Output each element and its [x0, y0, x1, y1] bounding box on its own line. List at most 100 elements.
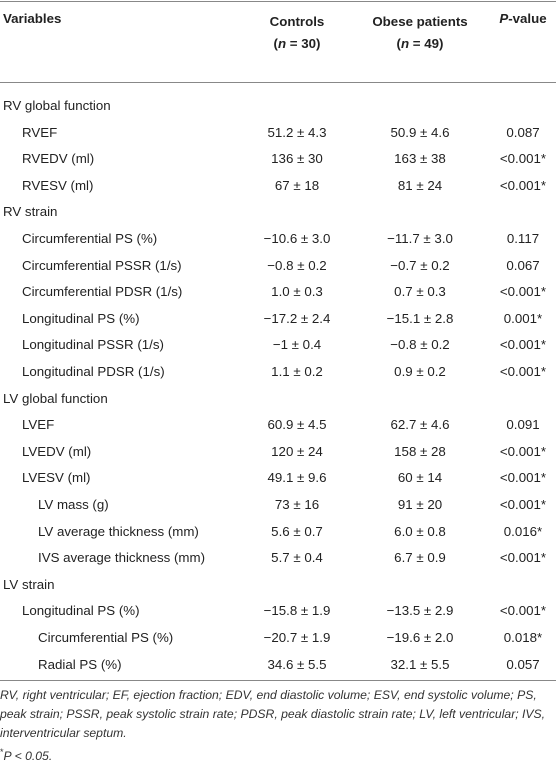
- p-value: 0.057: [506, 656, 540, 672]
- n-part: n: [400, 36, 410, 51]
- controls-value: −0.8 ± 0.2: [267, 257, 327, 273]
- n-part: = 30): [286, 36, 321, 51]
- row-label: LVEF: [22, 417, 55, 433]
- header-controls: Controls (n = 30): [242, 11, 352, 55]
- header-obese-n: (n = 49): [365, 33, 475, 55]
- controls-value: 5.6 ± 0.7: [271, 523, 323, 539]
- row-label: RVEF: [22, 124, 58, 140]
- obese-value: 32.1 ± 5.5: [390, 656, 450, 672]
- p-value-part: P: [499, 11, 509, 26]
- header-p-value: P-value: [483, 11, 556, 26]
- header-rule: [0, 82, 556, 83]
- row-label: Longitudinal PS (%): [22, 603, 140, 619]
- p-value: <0.001*: [499, 443, 547, 459]
- section-title: LV global function: [3, 390, 108, 406]
- p-value: 0.018*: [503, 630, 543, 645]
- controls-value: 73 ± 16: [274, 497, 320, 512]
- row-label: Circumferential PDSR (1/s): [22, 284, 183, 300]
- obese-value: 6.7 ± 0.9: [394, 550, 446, 566]
- row-label: Circumferential PS (%): [38, 630, 174, 645]
- header-controls-title: Controls: [269, 14, 325, 29]
- p-value: <0.001*: [499, 284, 547, 300]
- row-label: LVESV (ml): [22, 470, 91, 486]
- controls-value: 120 ± 24: [271, 443, 323, 459]
- controls-value: 1.0 ± 0.3: [271, 284, 323, 300]
- significance-part: *: [0, 747, 4, 757]
- controls-value: −1 ± 0.4: [272, 337, 322, 353]
- p-value: 0.091: [506, 417, 540, 433]
- obese-value: −13.5 ± 2.9: [386, 603, 454, 619]
- obese-value: 81 ± 24: [397, 177, 443, 193]
- row-label: Circumferential PSSR (1/s): [22, 257, 182, 273]
- p-value: <0.001*: [499, 603, 547, 619]
- significance-part: < 0.05.: [11, 749, 53, 764]
- p-value: 0.067: [506, 257, 540, 273]
- controls-value: 34.6 ± 5.5: [267, 656, 327, 672]
- section-title: RV global function: [3, 98, 111, 113]
- header-obese: Obese patients (n = 49): [365, 11, 475, 55]
- controls-value: 49.1 ± 9.6: [267, 470, 327, 486]
- controls-value: −15.8 ± 1.9: [263, 603, 331, 619]
- obese-value: 62.7 ± 4.6: [390, 417, 450, 433]
- row-label: IVS average thickness (mm): [38, 550, 206, 566]
- bottom-rule: [0, 680, 556, 681]
- n-part: n: [277, 36, 287, 51]
- controls-value: −20.7 ± 1.9: [263, 630, 331, 645]
- row-label: LV average thickness (mm): [38, 523, 199, 539]
- section-title: RV strain: [3, 204, 58, 220]
- p-value: 0.117: [506, 231, 540, 246]
- footnote-abbreviations: RV, right ventricular; EF, ejection frac…: [0, 688, 546, 740]
- footnote: RV, right ventricular; EF, ejection frac…: [0, 686, 552, 766]
- obese-value: 60 ± 14: [397, 470, 443, 486]
- controls-value: 5.7 ± 0.4: [271, 550, 323, 566]
- obese-value: 158 ± 28: [394, 443, 446, 459]
- row-label: RVESV (ml): [22, 177, 94, 193]
- row-label: Radial PS (%): [38, 656, 122, 672]
- p-value-part: -value: [508, 11, 547, 26]
- row-label: LVEDV (ml): [22, 443, 92, 459]
- p-value: <0.001*: [499, 497, 547, 512]
- n-part: (: [396, 36, 401, 51]
- row-label: RVEDV (ml): [22, 151, 95, 167]
- p-value: <0.001*: [499, 151, 547, 167]
- header-variables: Variables: [3, 11, 62, 26]
- obese-value: 0.7 ± 0.3: [394, 284, 446, 300]
- n-part: = 49): [409, 36, 444, 51]
- controls-value: 67 ± 18: [274, 177, 320, 193]
- p-value: <0.001*: [499, 177, 547, 193]
- controls-value: 136 ± 30: [271, 151, 323, 167]
- controls-value: −10.6 ± 3.0: [263, 231, 331, 246]
- p-value: <0.001*: [499, 337, 547, 353]
- row-label: Longitudinal PSSR (1/s): [22, 337, 164, 353]
- section-title: LV strain: [3, 576, 55, 592]
- significance-part: P: [3, 749, 12, 764]
- p-value: 0.001*: [503, 310, 543, 326]
- row-label: Longitudinal PDSR (1/s): [22, 364, 165, 379]
- n-part: (: [273, 36, 278, 51]
- header-obese-title: Obese patients: [372, 14, 468, 29]
- p-value: <0.001*: [499, 470, 547, 486]
- p-value: <0.001*: [499, 364, 547, 379]
- top-rule: [0, 1, 556, 2]
- row-label: LV mass (g): [38, 497, 109, 512]
- footnote-significance: *P < 0.05.: [0, 743, 552, 766]
- obese-value: −0.8 ± 0.2: [390, 337, 450, 353]
- obese-value: 6.0 ± 0.8: [394, 523, 446, 539]
- obese-value: −11.7 ± 3.0: [387, 231, 453, 246]
- controls-value: −17.2 ± 2.4: [263, 310, 331, 326]
- header-controls-n: (n = 30): [242, 33, 352, 55]
- obese-value: 50.9 ± 4.6: [390, 124, 450, 140]
- row-label: Longitudinal PS (%): [22, 310, 140, 326]
- p-value: 0.087: [506, 124, 540, 140]
- obese-value: −0.7 ± 0.2: [390, 257, 450, 273]
- obese-value: 163 ± 38: [394, 151, 446, 167]
- p-value: <0.001*: [499, 550, 547, 566]
- row-label: Circumferential PS (%): [22, 231, 158, 246]
- p-value: 0.016*: [503, 523, 543, 539]
- obese-value: −19.6 ± 2.0: [386, 630, 454, 645]
- controls-value: 1.1 ± 0.2: [271, 364, 323, 379]
- obese-value: 91 ± 20: [397, 497, 443, 512]
- controls-value: 51.2 ± 4.3: [267, 124, 327, 140]
- obese-value: −15.1 ± 2.8: [386, 310, 454, 326]
